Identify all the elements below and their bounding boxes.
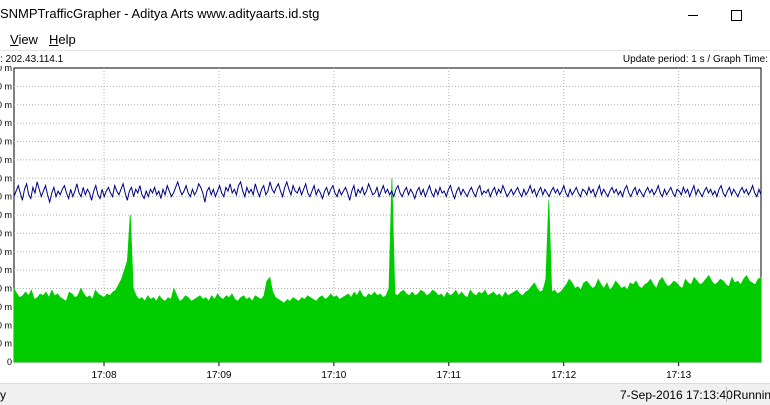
status-state: Running: [733, 388, 770, 402]
x-tick-label: 17:12: [551, 370, 576, 381]
status-left-text: y: [0, 388, 6, 402]
x-tick-label: 17:09: [206, 370, 231, 381]
maximize-button[interactable]: [713, 0, 759, 30]
y-tick-label: 0 m: [0, 210, 12, 220]
y-tick-label: 0 m: [0, 137, 12, 147]
y-tick-label: 0: [7, 357, 12, 367]
host-address: : 202.43.114.1: [0, 54, 64, 65]
y-tick-label: 0 m: [0, 265, 12, 275]
x-tick-label: 17:10: [321, 370, 346, 381]
menu-help-label: elp: [58, 32, 76, 47]
menu-bar: View Help: [0, 30, 770, 50]
download-line-series: [13, 180, 762, 205]
menu-help-key: H: [49, 32, 59, 47]
y-tick-label: 0 m: [0, 284, 12, 294]
traffic-chart: 0 0 m 0 m 0 m 0 m 0 m 0 m 0 m 0 m 0 m 0 m 0 m 0 m 0 m…: [0, 63, 762, 381]
y-tick-label: 0 m: [0, 339, 12, 349]
menu-view-key: V: [10, 32, 19, 47]
y-tick-label: 0 m: [0, 192, 12, 202]
x-tick-label: 17:08: [92, 370, 117, 381]
menu-help[interactable]: Help: [49, 32, 76, 47]
status-bar: y 7-Sep-2016 17:13:40 Running: [0, 383, 770, 405]
y-tick-label: 0 m: [0, 228, 12, 238]
y-tick-label: 0 m: [0, 100, 12, 110]
y-tick-label: 0 m: [0, 302, 12, 312]
x-tick-label: 17:13: [666, 370, 691, 381]
y-tick-label: 0 m: [0, 81, 12, 91]
minimize-icon: [688, 14, 698, 16]
status-datetime: 7-Sep-2016 17:13:40: [620, 388, 733, 402]
y-tick-label: 0 m: [0, 173, 12, 183]
menu-view[interactable]: View: [10, 32, 38, 47]
menu-view-label: iew: [18, 32, 38, 47]
x-tick-label: 17:11: [437, 370, 462, 381]
status-separator: [726, 387, 727, 402]
y-tick-label: 0 m: [0, 118, 12, 128]
upload-area-series: [13, 178, 762, 363]
y-tick-label: 0 m: [0, 320, 12, 330]
y-tick-label: 0 m: [0, 66, 12, 73]
info-bar: : 202.43.114.1 Update period: 1 s / Grap…: [0, 50, 770, 67]
title-bar: SNMPTrafficGrapher - Aditya Arts www.adi…: [0, 0, 770, 30]
minimize-button[interactable]: [670, 0, 716, 30]
y-tick-label: 0 m: [0, 155, 12, 165]
update-period: Update period: 1 s / Graph Time:: [622, 54, 768, 65]
y-tick-label: 0 m: [0, 247, 12, 257]
window-title: SNMPTrafficGrapher - Aditya Arts www.adi…: [0, 6, 320, 21]
traffic-graph: 0 0 m 0 m 0 m 0 m 0 m 0 m 0 m 0 m 0 m 0 m 0 m 0 m 0 m…: [0, 63, 770, 383]
maximize-icon: [730, 9, 742, 21]
